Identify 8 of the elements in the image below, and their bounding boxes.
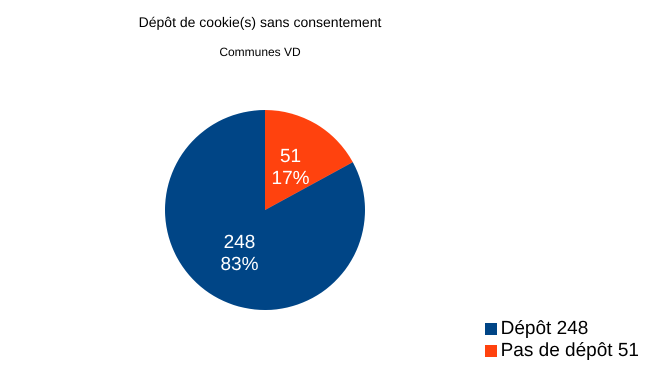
pie-slice: [165, 110, 365, 310]
data-label: 248 83%: [220, 232, 259, 275]
legend-label: Pas de dépôt 51: [500, 340, 639, 361]
pie-slice: [265, 110, 353, 210]
chart-title: Dépôt de cookie(s) sans consentement: [138, 14, 382, 30]
legend-label: Dépôt 248: [500, 318, 588, 339]
chart-subtitle: Communes VD: [218, 45, 302, 59]
data-label: 51 17%: [272, 146, 310, 190]
